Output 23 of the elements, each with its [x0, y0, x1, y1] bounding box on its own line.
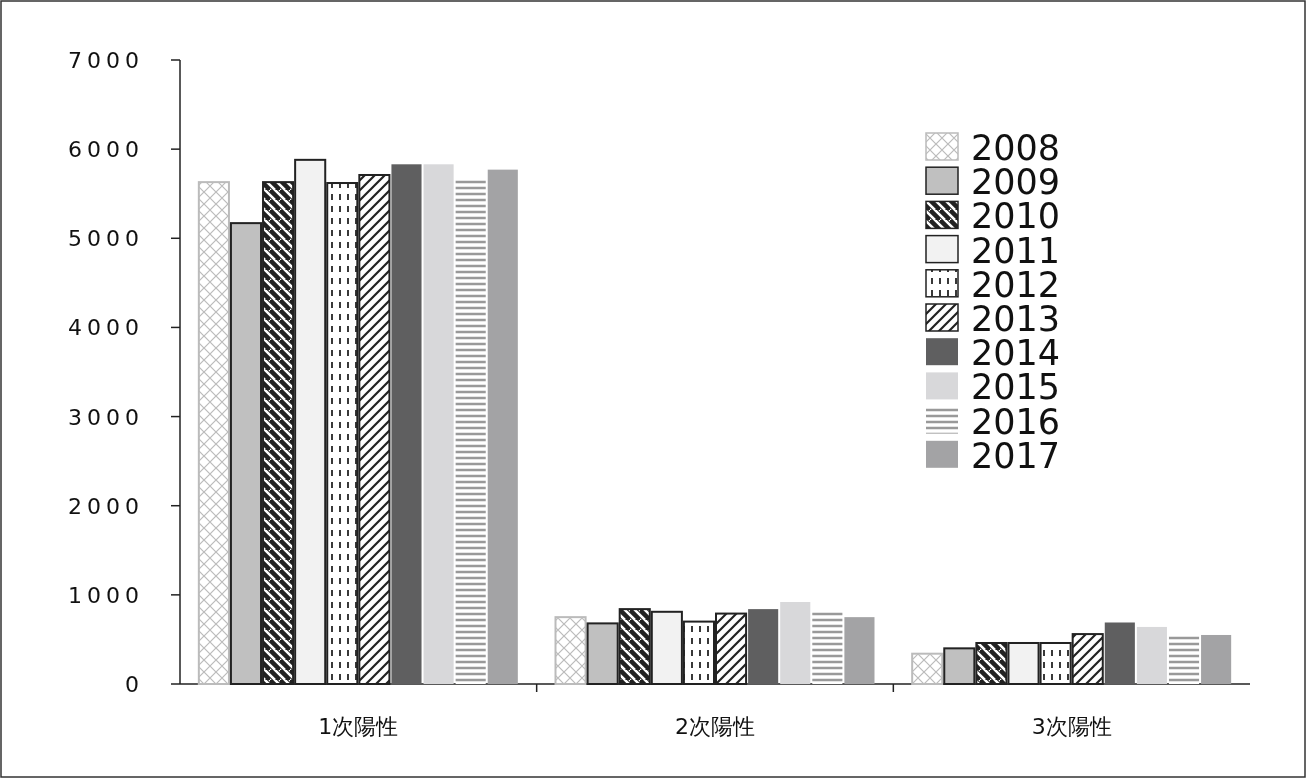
x-tick-label: 1次陽性	[318, 714, 399, 739]
x-tick-label: 2次陽性	[675, 714, 755, 739]
bar	[423, 164, 454, 684]
bar	[1136, 626, 1167, 684]
y-tick-label: 4000	[68, 315, 144, 341]
bar	[391, 164, 422, 684]
bar	[1201, 634, 1232, 684]
y-tick-label: 1000	[68, 582, 144, 608]
bar	[748, 609, 779, 684]
y-tick-label: 3000	[68, 404, 144, 430]
y-tick-label: 0	[125, 672, 144, 697]
y-tick-label: 6000	[68, 137, 144, 163]
x-tick-label: 3次陽性	[1031, 714, 1112, 739]
y-tick-label: 2000	[68, 493, 144, 519]
bar	[780, 601, 811, 684]
bar	[455, 179, 486, 684]
y-tick-label: 7000	[68, 48, 144, 73]
bar	[1168, 634, 1200, 684]
bar	[844, 617, 875, 684]
bar	[812, 610, 843, 684]
bar	[487, 169, 518, 684]
y-tick-label: 5000	[68, 226, 144, 252]
bar	[1104, 622, 1135, 684]
